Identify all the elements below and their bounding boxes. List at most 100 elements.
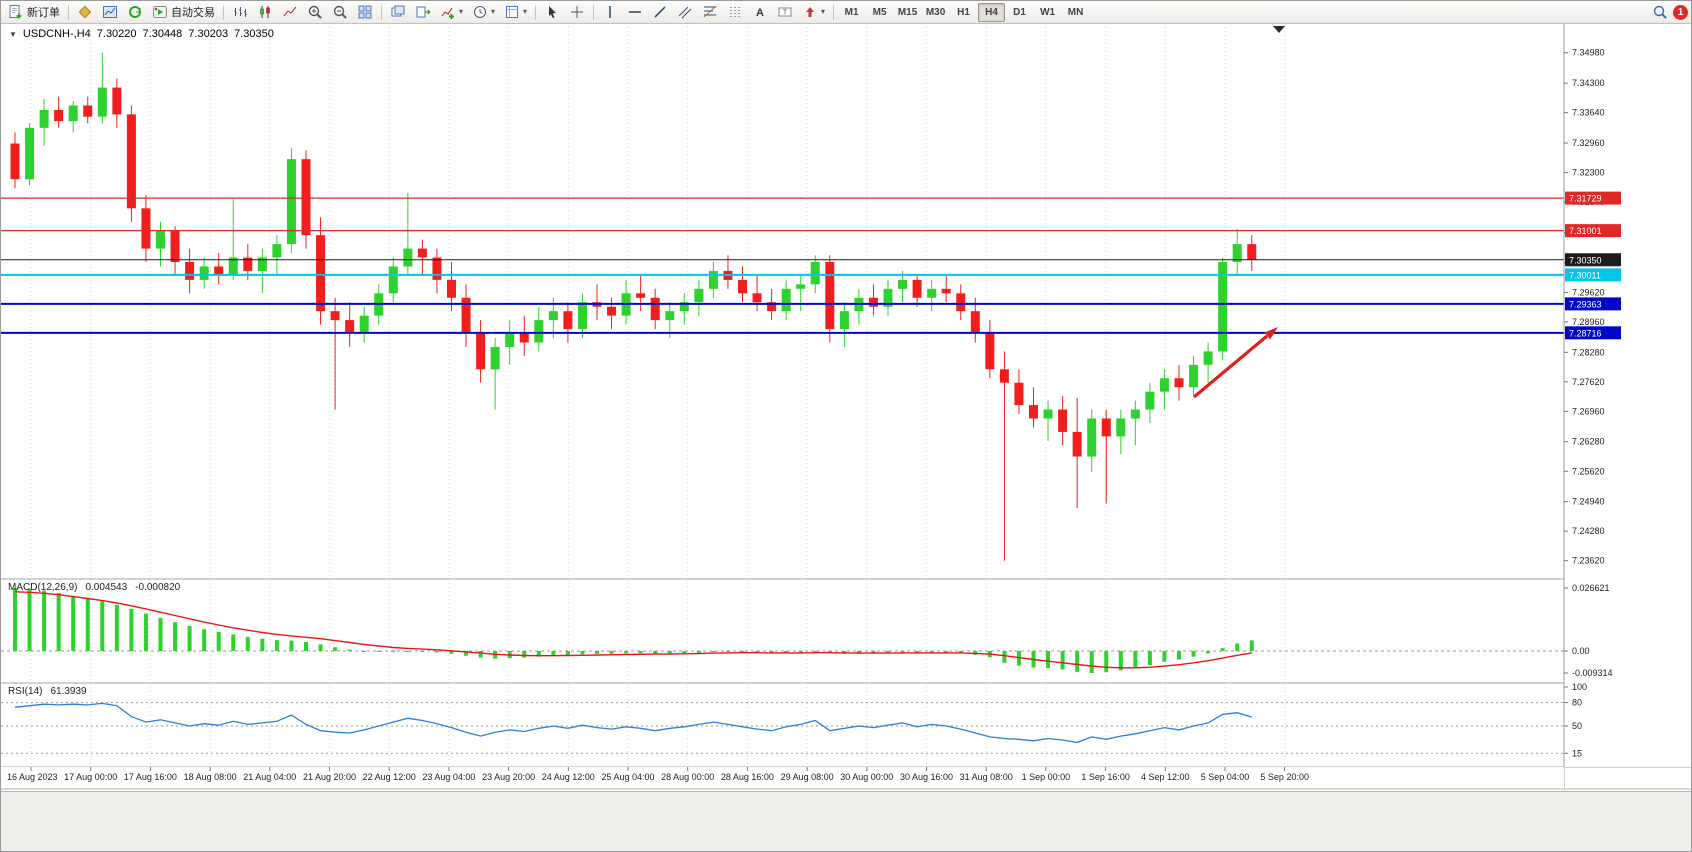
macd-bar [813,651,818,652]
macd-scale-label: 0.00 [1572,646,1590,656]
time-label: 28 Aug 00:00 [661,772,714,782]
macd-signal-line [14,591,1252,669]
chart-shift-button[interactable] [411,3,435,22]
chart-plot-area[interactable] [1,23,1564,767]
price-badge [1565,268,1621,282]
time-scale[interactable] [1,767,1564,789]
price-scale[interactable] [1564,23,1692,767]
toolbar-separator [68,4,69,20]
timeframe-m1-button[interactable]: M1 [838,3,865,22]
macd-scale-label: -0.009314 [1572,668,1613,678]
macd-bar [245,636,250,651]
new-order-icon [9,5,22,19]
time-label: 21 Aug 04:00 [243,772,296,782]
autotrade-button[interactable]: 自动交易 [148,3,219,22]
vertical-line-button[interactable] [598,3,622,22]
macd-bar [522,651,527,658]
horizontal-line-button[interactable] [623,3,647,22]
candle-body [985,333,995,370]
timeframe-h1-button[interactable]: H1 [950,3,977,22]
chart-line-button[interactable] [278,3,302,22]
chart-bars-button[interactable] [228,3,252,22]
macd-bar [536,651,541,657]
macd-bar [202,629,207,651]
chart-candles-button[interactable] [253,3,277,22]
rsi-scale-label: 15 [1572,748,1582,758]
cycle-lines-icon [730,7,740,17]
rsi-header: RSI(14) 61.3939 [8,686,87,697]
timeframe-mn-button[interactable]: MN [1062,3,1089,22]
candle-body [39,109,49,128]
timeframe-d1-button[interactable]: D1 [1006,3,1033,22]
zoom-in-button[interactable] [303,3,327,22]
channel-button[interactable] [673,3,697,22]
chart-shift-marker[interactable] [1273,26,1285,33]
time-label: 28 Aug 16:00 [721,772,774,782]
macd-header: MACD(12,26,9) 0.004543 -0.000820 [8,582,180,593]
price-tick-label: 7.27620 [1572,377,1605,387]
price-tick-label: 7.25620 [1572,466,1605,476]
time-label: 1 Sep 16:00 [1081,772,1130,782]
timeframe-m5-button[interactable]: M5 [866,3,893,22]
templates-button[interactable]: ▾ [500,3,531,22]
price-tick-label: 7.34980 [1572,48,1605,58]
macd-bar [595,651,599,654]
candle-body [1218,261,1228,352]
navigator-button[interactable] [98,3,122,22]
ohlc-high: 7.30448 [142,28,183,40]
indicators-button[interactable]: ▾ [436,3,467,22]
price-tick-label: 7.32300 [1572,168,1605,178]
refresh-button[interactable] [123,3,147,22]
time-label: 5 Sep 04:00 [1201,772,1250,782]
chart-menu-toggle[interactable]: ▼ [9,29,17,39]
search-button[interactable] [1648,3,1672,22]
trend-arrow[interactable] [1192,334,1269,399]
macd-bar [71,596,76,651]
arrange-windows-button[interactable] [386,3,410,22]
macd-bar [1249,640,1254,651]
candle-body [112,87,122,115]
macd-bar [944,651,949,653]
time-label: 23 Aug 20:00 [482,772,535,782]
timeframe-h4-button[interactable]: H4 [978,2,1006,22]
fibonacci-button[interactable] [698,3,722,22]
time-label: 25 Aug 04:00 [601,772,654,782]
time-label: 1 Sep 00:00 [1022,772,1071,782]
macd-bar [565,651,570,656]
text-label-button[interactable]: T [773,3,797,22]
macd-bar [274,640,279,651]
new-order-button[interactable]: 新订单 [4,3,64,22]
candle-body [577,302,587,330]
timeframe-m15-button[interactable]: M15 [894,3,921,22]
candle-body [708,270,718,289]
arrows-button[interactable]: ▾ [798,3,829,22]
tile-windows-button[interactable] [353,3,377,22]
template-icon [506,6,519,18]
timeframe-m30-button[interactable]: M30 [922,3,949,22]
ohlc-bars-icon [234,7,247,17]
cycle-lines-button[interactable] [723,3,747,22]
rsi-scale-label: 80 [1572,698,1582,708]
toolbar-separator [593,4,595,20]
candle-body [214,266,224,276]
candle-body [607,306,617,316]
zoom-out-button[interactable] [328,3,352,22]
macd-bar [216,632,221,651]
cursor-button[interactable] [540,3,564,22]
candle-body [141,208,151,249]
macd-bar [260,638,265,651]
macd-bar [755,651,760,653]
crosshair-button[interactable] [565,3,589,22]
rsi-scale-label: 100 [1572,682,1587,692]
trendline-button[interactable] [648,3,672,22]
text-button[interactable]: A [748,3,772,22]
macd-bar [886,651,890,653]
periods-button[interactable]: ▾ [468,3,499,22]
notification-badge[interactable]: 1 [1673,4,1688,20]
chevron-down-icon: ▾ [523,7,528,16]
timeframe-group: M1 M5 M15 M30 H1 H4 D1 W1 MN [838,2,1089,22]
metaeditor-button[interactable] [73,3,97,22]
candle-body [272,244,282,258]
timeframe-w1-button[interactable]: W1 [1034,3,1061,22]
crosshair-icon [571,6,584,18]
